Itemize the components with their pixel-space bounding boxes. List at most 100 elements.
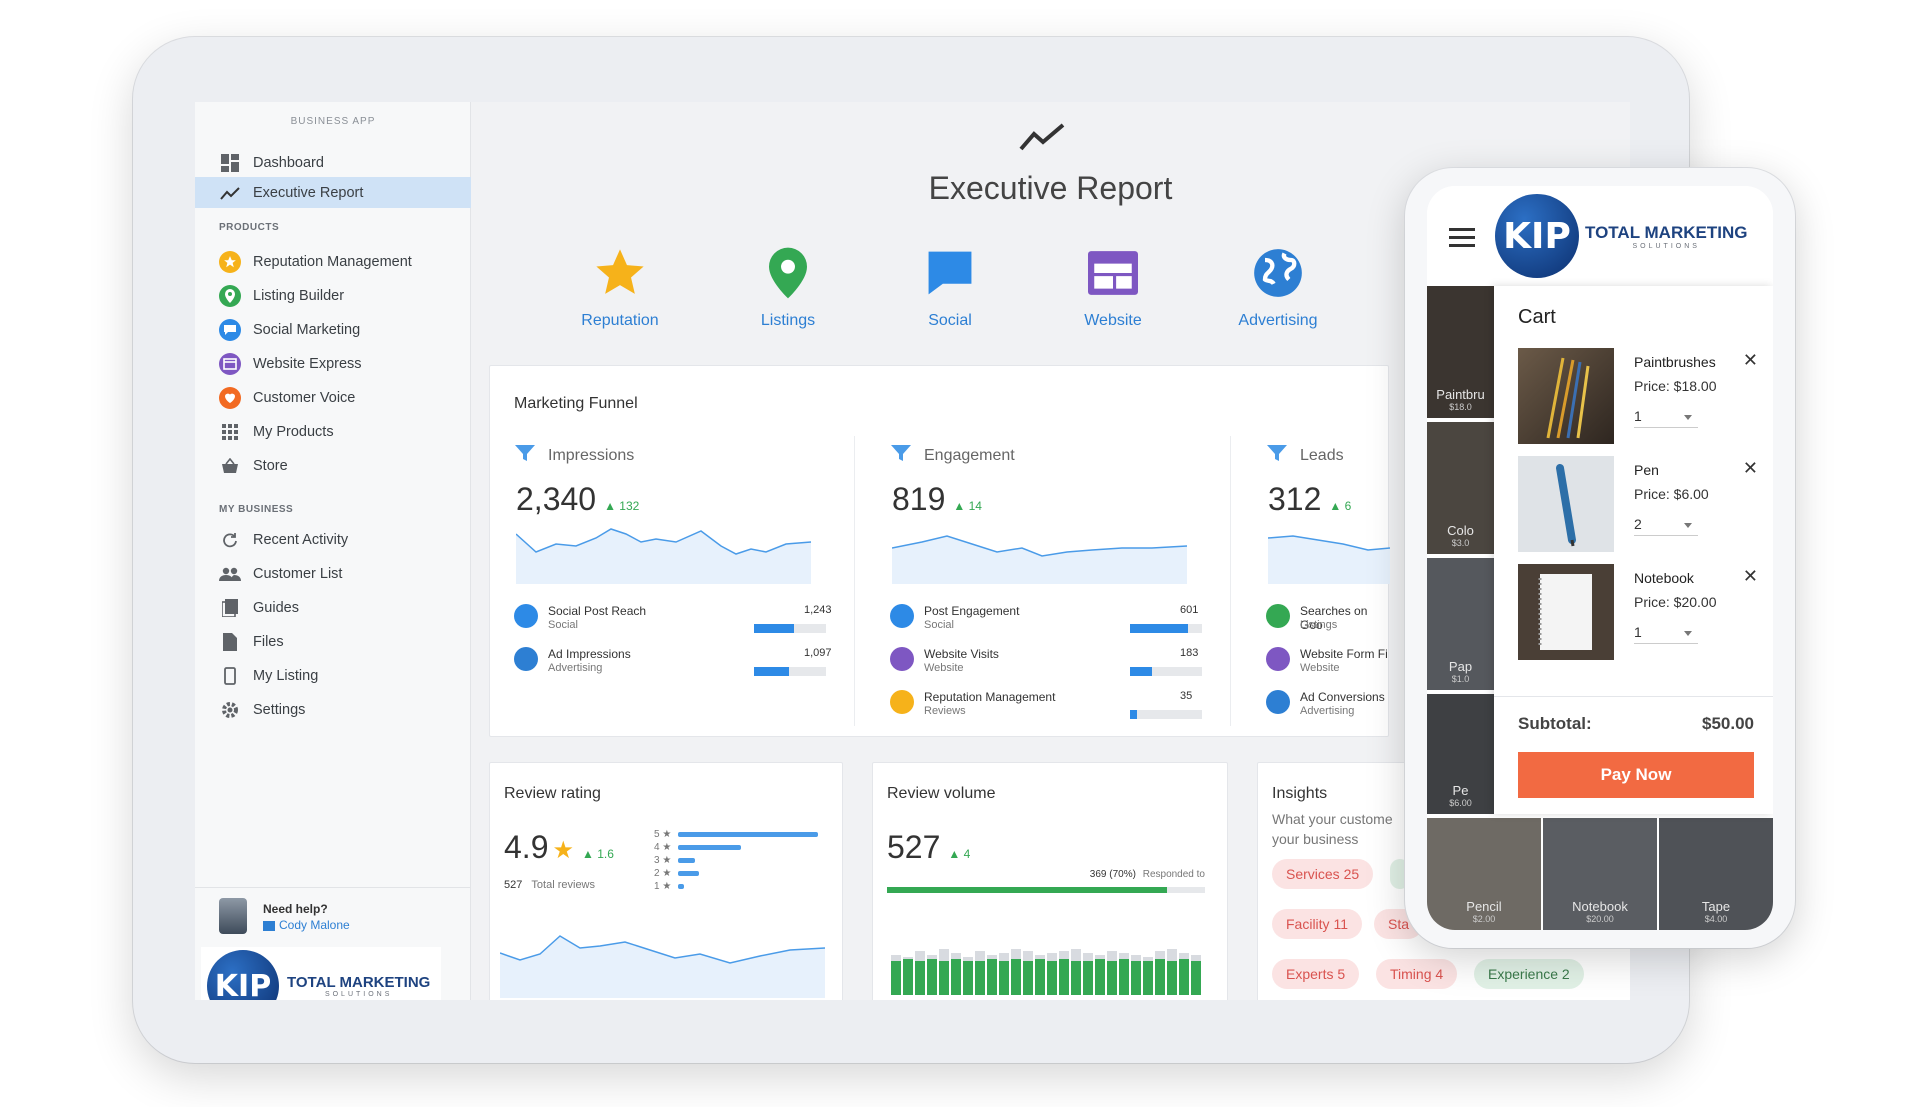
website-icon xyxy=(219,352,241,375)
sidebar-item-reputation-management[interactable]: Reputation Management xyxy=(195,246,471,277)
sidebar-item-social-marketing[interactable]: Social Marketing xyxy=(195,314,471,345)
quantity-select[interactable]: 1 xyxy=(1634,624,1698,644)
funnel-row: Social Post Reach Social 1,243 xyxy=(514,604,844,638)
sidebar-item-website-express[interactable]: Website Express xyxy=(195,348,471,379)
remove-item-button[interactable]: ✕ xyxy=(1742,350,1758,370)
divider xyxy=(1494,696,1773,697)
tile-price: $18.0 xyxy=(1449,402,1472,412)
row-bar xyxy=(1130,624,1202,633)
product-label: Listings xyxy=(760,312,816,329)
sidebar-item-listing-builder[interactable]: Listing Builder xyxy=(195,280,471,311)
product-tile[interactable]: Notebook $20.00 xyxy=(1543,818,1657,930)
tile-label: Notebook xyxy=(1572,899,1628,914)
volume-value: 527 ▲ 4 xyxy=(887,829,970,866)
metric-change: 1.6 xyxy=(597,847,614,861)
funnel-row: Ad Conversions Advertising xyxy=(1266,690,1390,724)
product-tile[interactable]: Colo $3.0 xyxy=(1427,422,1494,554)
row-source: Website xyxy=(924,662,964,674)
volume-bar-responded xyxy=(891,961,901,995)
sidebar-item-settings[interactable]: Settings xyxy=(195,694,471,725)
kip-mark: KIP xyxy=(207,950,279,1000)
hamburger-icon[interactable] xyxy=(1449,228,1475,247)
product-tile[interactable]: Tape $4.00 xyxy=(1659,818,1773,930)
phone-icon xyxy=(219,665,241,687)
funnel-row: Searches on Goo Listings xyxy=(1266,604,1390,638)
star-icon xyxy=(219,250,241,273)
product-website[interactable]: Website xyxy=(1048,242,1178,330)
insight-chip[interactable]: Experts 5 xyxy=(1272,959,1360,989)
row-bar xyxy=(1130,667,1202,676)
product-label: Advertising xyxy=(1238,312,1318,329)
sidebar-item-files[interactable]: Files xyxy=(195,626,471,657)
tablet-screen: BUSINESS APP Dashboard Executive Report … xyxy=(195,102,1630,1000)
subtotal-label: Subtotal: xyxy=(1518,714,1592,733)
column-divider xyxy=(854,436,855,726)
help-contact-link[interactable]: Cody Malone xyxy=(263,918,350,932)
product-label: Reputation xyxy=(581,312,659,329)
insight-chip[interactable]: Services 25 xyxy=(1272,859,1374,889)
metric-value: 4.9 xyxy=(504,829,549,865)
sidebar-item-guides[interactable]: Guides xyxy=(195,592,471,623)
star-level-label: 2 ★ xyxy=(654,868,672,879)
product-tile[interactable]: Pe $6.00 xyxy=(1427,694,1494,814)
responded-bar-fill xyxy=(887,887,1167,893)
row-source: Listings xyxy=(1300,619,1338,631)
row-source: Website xyxy=(1300,662,1340,674)
product-listings[interactable]: Listings xyxy=(723,242,853,330)
item-name: Paintbrushes xyxy=(1634,354,1716,370)
trend-up: ▲ 132 xyxy=(604,499,640,513)
volume-bar-responded xyxy=(963,961,973,995)
card-title: Review rating xyxy=(504,785,601,802)
remove-item-button[interactable]: ✕ xyxy=(1742,566,1758,586)
item-price: Price: $20.00 xyxy=(1634,594,1717,610)
sidebar-item-customer-voice[interactable]: Customer Voice xyxy=(195,382,471,413)
review-volume-card: Review volume 527 ▲ 4 369 (70%) Responded… xyxy=(872,762,1228,1000)
total-label: Total reviews xyxy=(531,879,595,891)
funnel-row: Ad Impressions Advertising 1,097 xyxy=(514,647,844,681)
card-title: Marketing Funnel xyxy=(514,395,638,412)
product-tile[interactable]: Paintbru $18.0 xyxy=(1427,286,1494,418)
product-reputation[interactable]: Reputation xyxy=(555,242,685,330)
dashboard-icon xyxy=(219,152,241,174)
sidebar-item-customer-list[interactable]: Customer List xyxy=(195,558,471,589)
cart-item: Pen ✕ Price: $6.00 2 xyxy=(1518,456,1758,552)
trend-up: ▲ 4 xyxy=(948,847,971,861)
responded-label: Responded to xyxy=(1142,869,1205,880)
review-rating-card: Review rating 4.9 ★ ▲ 1.6 527 Total review… xyxy=(489,762,843,1000)
volume-bar-responded xyxy=(999,961,1009,995)
pay-now-button[interactable]: Pay Now xyxy=(1518,752,1754,798)
source-icon xyxy=(514,604,538,628)
product-advertising[interactable]: Advertising xyxy=(1213,242,1343,330)
product-tile[interactable]: Pap $1.0 xyxy=(1427,558,1494,690)
funnel-impressions-value: 2,340 ▲ 132 xyxy=(516,481,639,518)
trend-up: ▲ 14 xyxy=(953,499,982,513)
sidebar-item-my-products[interactable]: My Products xyxy=(195,416,471,447)
trend-up: ▲ 1.6 xyxy=(582,847,614,861)
help-contact-name: Cody Malone xyxy=(279,918,350,932)
volume-bar-responded xyxy=(1179,959,1189,995)
remove-item-button[interactable]: ✕ xyxy=(1742,458,1758,478)
cart-item: Paintbrushes ✕ Price: $18.00 1 xyxy=(1518,348,1758,444)
row-title: Ad Conversions xyxy=(1300,690,1385,704)
quantity-select[interactable]: 2 xyxy=(1634,516,1698,536)
volume-bar-responded xyxy=(1119,959,1129,995)
sidebar-item-my-listing[interactable]: My Listing xyxy=(195,660,471,691)
brand-subtitle: SOLUTIONS xyxy=(1632,242,1700,250)
sidebar-item-store[interactable]: Store xyxy=(195,450,471,481)
insight-chip[interactable]: Experience 2 xyxy=(1474,959,1584,989)
leads-sparkline xyxy=(1268,535,1390,584)
sidebar-item-dashboard[interactable]: Dashboard xyxy=(195,147,471,178)
quantity-select[interactable]: 1 xyxy=(1634,408,1698,428)
product-tile[interactable]: Pencil $2.00 xyxy=(1427,818,1541,930)
sidebar-item-recent-activity[interactable]: Recent Activity xyxy=(195,524,471,555)
sidebar-item-executive-report[interactable]: Executive Report xyxy=(195,177,471,208)
source-icon xyxy=(890,690,914,714)
insight-chip[interactable]: Timing 4 xyxy=(1376,959,1458,989)
brand-title: TOTAL MARKETING xyxy=(1585,222,1748,242)
row-title: Social Post Reach xyxy=(548,604,647,618)
product-social[interactable]: Social xyxy=(885,242,1015,330)
chat-icon xyxy=(219,318,241,341)
tile-label: Paintbru xyxy=(1436,387,1485,402)
insight-chip[interactable]: Facility 11 xyxy=(1272,909,1362,939)
avatar xyxy=(219,898,247,934)
